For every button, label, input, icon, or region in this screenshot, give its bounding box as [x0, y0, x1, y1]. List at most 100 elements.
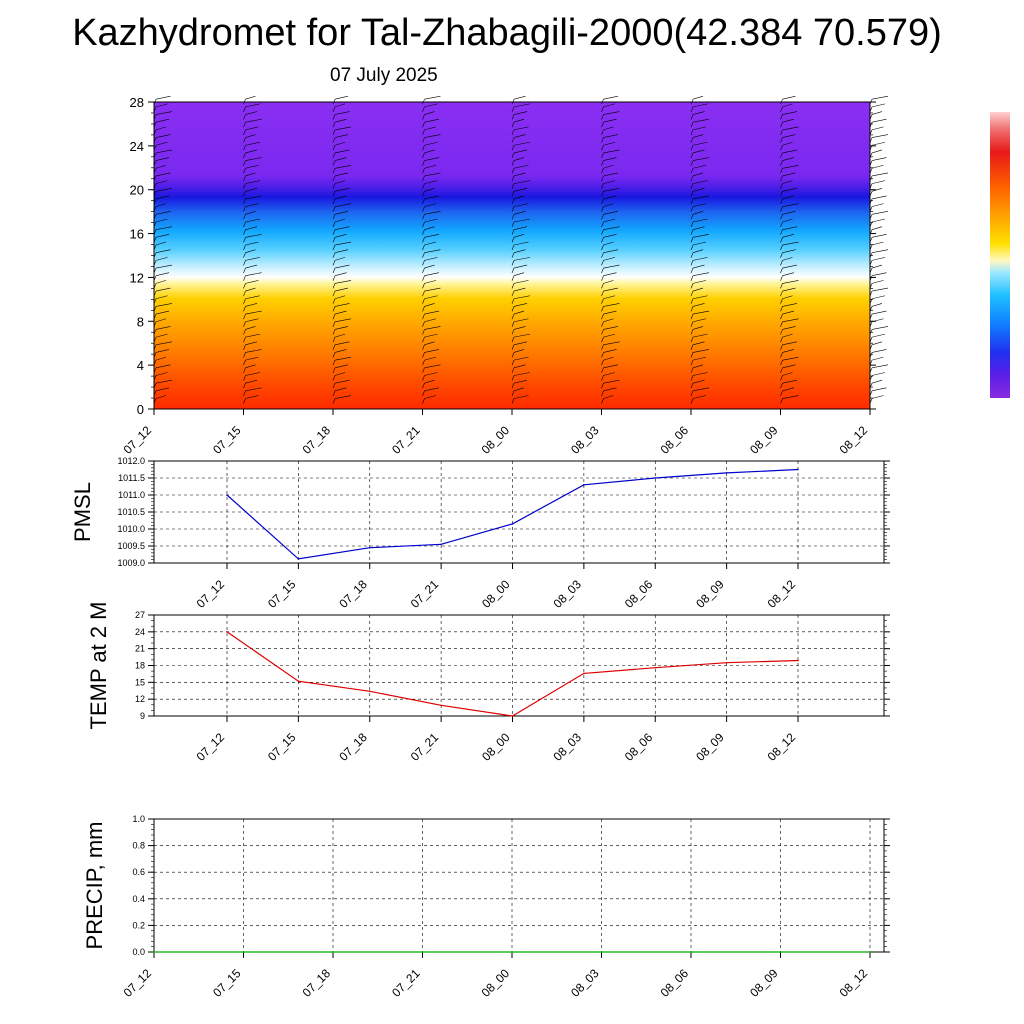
wind-barb-flag — [603, 280, 614, 284]
wind-barb-shaft — [511, 175, 515, 182]
wind-barb-shaft — [243, 352, 246, 358]
wind-barb-shaft — [422, 321, 425, 327]
wind-barb-flag — [155, 203, 167, 207]
wind-barb-shaft — [422, 198, 425, 205]
wind-barb-flag — [245, 395, 259, 399]
wind-barb-flag — [692, 218, 708, 223]
heatmap-x-tick-label: 07_18 — [300, 423, 334, 457]
wind-barb-shaft — [422, 122, 425, 128]
wind-barb-shaft — [243, 168, 246, 174]
wind-barb-shaft — [511, 252, 515, 258]
wind-barb-flag — [871, 356, 884, 361]
y-tick-label: 1011.0 — [118, 490, 145, 500]
wind-barb-flag — [245, 149, 258, 154]
wind-barb-shaft — [332, 206, 336, 212]
wind-barb-flag — [424, 349, 440, 353]
wind-barb-flag — [424, 326, 441, 330]
wind-barb-shaft — [690, 106, 694, 112]
data-point — [297, 680, 300, 683]
wind-barb-shaft — [511, 275, 515, 281]
wind-barb-shaft — [511, 152, 515, 159]
wind-barb-flag — [334, 387, 347, 392]
wind-barb-shaft — [780, 383, 783, 389]
wind-barb-shaft — [332, 398, 336, 404]
wind-barb-flag — [871, 310, 887, 315]
precipitation-panel: 0.0 0.2 0.4 0.6 0.8 1.0 07_12 07_15 07_18 07_21 08… — [82, 814, 890, 1000]
wind-barb-shaft — [511, 321, 515, 327]
wind-barb-flag — [603, 356, 614, 361]
heatmap-x-tick-label: 08_09 — [747, 423, 781, 457]
wind-barb-flag — [334, 326, 349, 330]
wind-barb-flag — [334, 234, 347, 238]
wind-barb-flag — [513, 272, 525, 277]
wind-barb-flag — [513, 157, 525, 161]
wind-barb-flag — [782, 218, 793, 223]
wind-barb-flag — [513, 241, 529, 246]
wind-barb-flag — [782, 226, 798, 230]
x-tick-label: 07_18 — [336, 577, 370, 611]
temperature-panel: 9 12 15 18 21 24 27 07_12 07_15 07_18 07_21 08_00 08… — [86, 602, 890, 764]
wind-barb-shaft — [422, 114, 425, 120]
heatmap-x-tick-label: 08_06 — [658, 423, 692, 457]
wind-barb-flag — [245, 387, 262, 392]
wind-barb-flag — [782, 141, 793, 146]
wind-barb-shaft — [332, 160, 336, 166]
wind-barb-flag — [155, 211, 171, 215]
wind-barb-shaft — [422, 375, 425, 381]
y-tick-label: 12 — [135, 694, 145, 704]
wind-barb-shaft — [511, 290, 515, 297]
wind-barb-flag — [245, 249, 256, 253]
wind-barb-shaft — [780, 198, 783, 205]
wind-barb-shaft — [243, 344, 246, 350]
wind-barb-flag — [692, 364, 704, 369]
wind-barb-flag — [692, 226, 705, 230]
wind-barb-flag — [155, 333, 168, 338]
x-tick-label: 07_15 — [265, 577, 299, 611]
wind-barb-shaft — [690, 168, 694, 174]
wind-barb-flag — [334, 164, 352, 169]
wind-barb-flag — [245, 257, 261, 261]
wind-barb-flag — [424, 310, 440, 315]
wind-barb-flag — [155, 318, 167, 323]
wind-barb-shaft — [601, 160, 604, 166]
wind-barb-flag — [155, 356, 167, 361]
wind-barb-flag — [871, 218, 886, 223]
wind-barb-flag — [513, 280, 529, 284]
wind-barb-shaft — [422, 383, 425, 389]
wind-barb-flag — [334, 318, 352, 323]
wind-barb-shaft — [243, 229, 246, 235]
data-point — [654, 666, 657, 669]
wind-barb-shaft — [511, 367, 515, 373]
wind-barb-shaft — [332, 390, 336, 396]
wind-barb-flag — [692, 272, 710, 277]
wind-barb-flag — [334, 126, 352, 131]
wind-barb-shaft — [601, 106, 604, 112]
wind-barb-shaft — [332, 198, 336, 205]
wind-barb-flag — [245, 287, 256, 292]
wind-barb-flag — [334, 287, 349, 292]
wind-barb-flag — [871, 95, 889, 100]
wind-barb-shaft — [243, 183, 246, 189]
wind-barb-flag — [334, 272, 347, 277]
heatmap-x-tick-label: 07_15 — [210, 423, 244, 457]
wind-barb-flag — [603, 134, 619, 138]
wind-barb-flag — [603, 303, 620, 307]
wind-barb-flag — [692, 141, 708, 146]
wind-barb-flag — [871, 141, 886, 146]
wind-barb-flag — [603, 187, 620, 192]
wind-barb-flag — [513, 149, 528, 154]
wind-barb-shaft — [332, 360, 336, 366]
wind-barb-flag — [155, 134, 171, 138]
wind-barb-flag — [782, 287, 796, 292]
wind-barb-shaft — [690, 321, 694, 327]
wind-barb-flag — [424, 203, 437, 207]
wind-barb-flag — [513, 103, 531, 108]
heatmap-y-tick-label: 8 — [137, 314, 144, 329]
wind-barb-shaft — [690, 145, 694, 151]
data-point — [654, 477, 657, 479]
wind-barb-shaft — [690, 137, 694, 143]
wind-barb-flag — [245, 372, 261, 376]
wind-barb-shaft — [780, 298, 783, 304]
heatmap-y-tick-label: 4 — [137, 358, 144, 373]
wind-barb-shaft — [332, 321, 336, 327]
